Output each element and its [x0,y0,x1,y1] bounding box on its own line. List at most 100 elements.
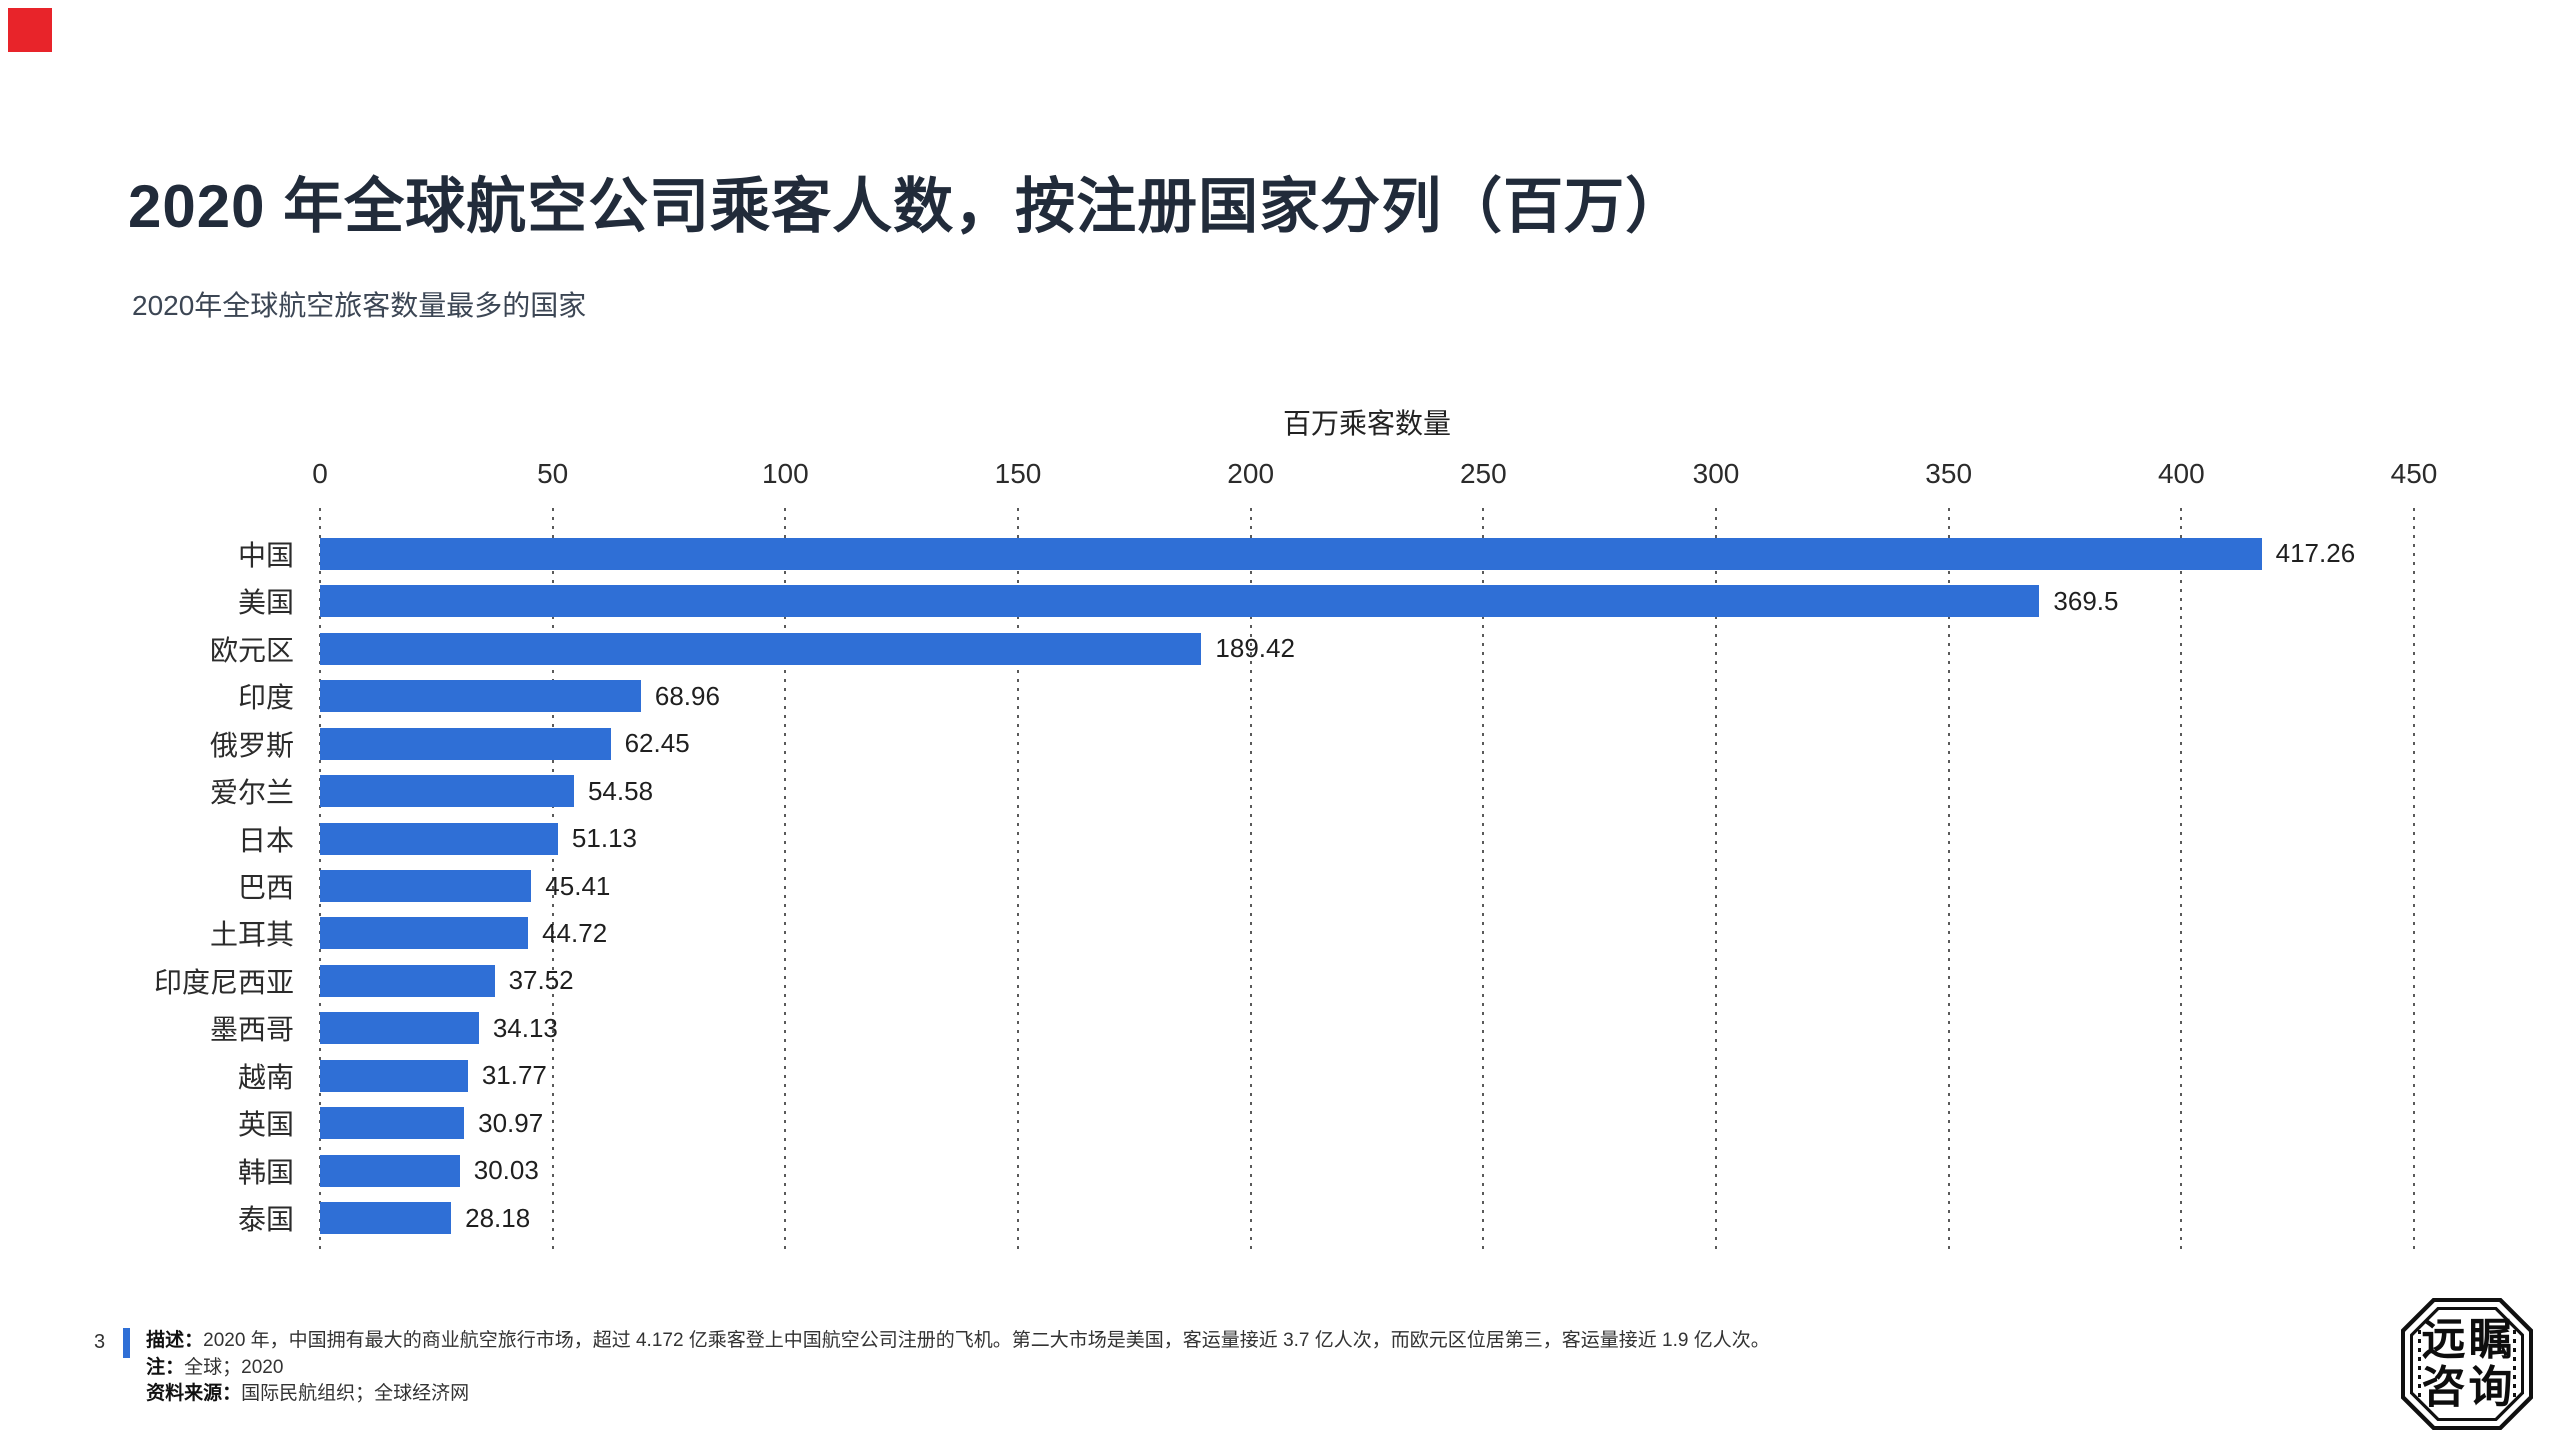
bar [320,727,611,760]
bar-row: 韩国 30.03 [238,1147,2414,1194]
category-label: 泰国 [237,1204,294,1236]
bar [320,964,495,997]
value-label: 37.52 [508,965,574,996]
category-label: 欧元区 [209,634,294,666]
seal-text: 远瞩 咨询 [2401,1298,2533,1430]
bar-row: 印度尼西亚 37.52 [154,957,2414,1004]
bar-row: 中国 417.26 [238,530,2414,577]
x-tick-label: 400 [2157,458,2205,489]
value-label: 62.45 [624,728,690,759]
value-label: 31.77 [481,1060,547,1091]
bar-row: 越南 31.77 [238,1052,2414,1099]
page-subtitle: 2020年全球航空旅客数量最多的国家 [132,290,587,321]
x-tick-label: 450 [2390,458,2438,489]
bar-row: 印度 68.96 [238,672,2414,719]
bar [320,1202,452,1235]
value-label: 51.13 [571,823,637,854]
gridline [551,508,554,1250]
bar-row: 英国 30.97 [238,1100,2414,1147]
value-label: 28.18 [465,1202,531,1233]
value-label: 369.5 [2053,585,2119,616]
footer-notes: 描述：2020 年，中国拥有最大的商业航空旅行市场，超过 4.172 亿乘客登上… [146,1328,1770,1408]
bar-row: 土耳其 44.72 [210,910,2414,957]
footer-accent-bar [123,1328,131,1358]
footer-description: 描述：2020 年，中国拥有最大的商业航空旅行市场，超过 4.172 亿乘客登上… [146,1328,1770,1355]
gridline [2180,508,2183,1250]
x-tick-label: 50 [537,458,569,489]
gridline [784,508,787,1250]
x-tick-label: 350 [1925,458,1973,489]
bar [320,775,574,808]
bar-row: 泰国 28.18 [238,1195,2414,1242]
bar [320,537,2262,570]
bar [320,680,641,713]
x-tick-label: 0 [312,458,328,489]
seal-ornament-left [2418,1330,2421,1398]
x-tick-label: 200 [1227,458,1275,489]
footer-description-label: 描述： [146,1330,204,1351]
seal-ornament-right [2513,1330,2516,1398]
value-label: 189.42 [1215,633,1295,664]
bar-row: 欧元区 189.42 [210,625,2414,672]
gridline [1017,508,1019,1250]
footer-note-label: 注： [146,1356,185,1378]
page-number: 3 [94,1331,106,1353]
gridline [2413,508,2415,1250]
seal-text-line2: 咨询 [2421,1362,2516,1413]
category-label: 日本 [237,824,294,856]
bar [320,1154,460,1187]
value-label: 30.03 [473,1155,539,1186]
value-label: 45.41 [545,870,611,901]
category-label: 墨西哥 [209,1014,294,1046]
seal-text-line1: 远瞩 [2421,1314,2516,1366]
bar [320,585,2040,618]
gridline [1249,508,1252,1250]
footer: 3 描述：2020 年，中国拥有最大的商业航空旅行市场，超过 4.172 亿乘客… [94,1328,1770,1408]
footer-source-label: 资料来源： [146,1383,242,1405]
bar [320,917,529,950]
gridline [1482,508,1485,1250]
x-tick-label: 150 [994,458,1042,489]
bar-row: 日本 51.13 [238,815,2414,862]
bar [320,632,1202,665]
category-label: 印度尼西亚 [153,966,294,998]
value-label: 417.26 [2275,538,2356,569]
footer-note: 注：全球；2020 [146,1355,1770,1382]
footer-source-text: 国际民航组织；全球经济网 [241,1383,470,1405]
bar [320,1059,468,1092]
x-tick-label: 300 [1692,458,1740,489]
x-tick-label: 100 [761,458,809,489]
gridline [1947,508,1950,1250]
footer-source: 资料来源：国际民航组织；全球经济网 [146,1381,1770,1408]
bar-row: 俄罗斯 62.45 [210,720,2414,767]
category-label: 俄罗斯 [209,729,294,761]
bar [320,1012,479,1045]
value-label: 34.13 [492,1012,558,1043]
category-label: 中国 [237,539,294,571]
category-label: 印度 [237,682,294,714]
bar-row: 墨西哥 34.13 [210,1005,2414,1052]
bar-row: 美国 369.5 [238,577,2414,624]
value-label: 30.97 [478,1107,544,1138]
bar-row: 爱尔兰 54.58 [210,767,2414,814]
category-label: 爱尔兰 [209,777,294,809]
x-axis-ticks: 0 50 100 150 200 250 300 350 400 450 [312,458,2437,494]
bar [320,1107,465,1140]
footer-description-text: 2020 年，中国拥有最大的商业航空旅行市场，超过 4.172 亿乘客登上中国航… [203,1330,1770,1351]
category-label: 土耳其 [209,919,294,951]
category-label: 巴西 [237,872,294,904]
category-label: 美国 [237,587,294,619]
x-tick-label: 250 [1459,458,1507,489]
category-label: 韩国 [237,1156,294,1188]
company-seal-logo: 远瞩 咨询 [2401,1298,2533,1430]
value-label: 68.96 [654,680,720,711]
category-label: 越南 [237,1061,294,1093]
footer-note-text: 全球；2020 [184,1356,284,1378]
brand-red-mark [8,8,52,52]
bar [320,870,532,903]
category-label: 英国 [237,1109,294,1141]
value-label: 54.58 [587,775,654,806]
x-axis-title: 百万乘客数量 [1282,408,1451,439]
bar [320,822,558,855]
